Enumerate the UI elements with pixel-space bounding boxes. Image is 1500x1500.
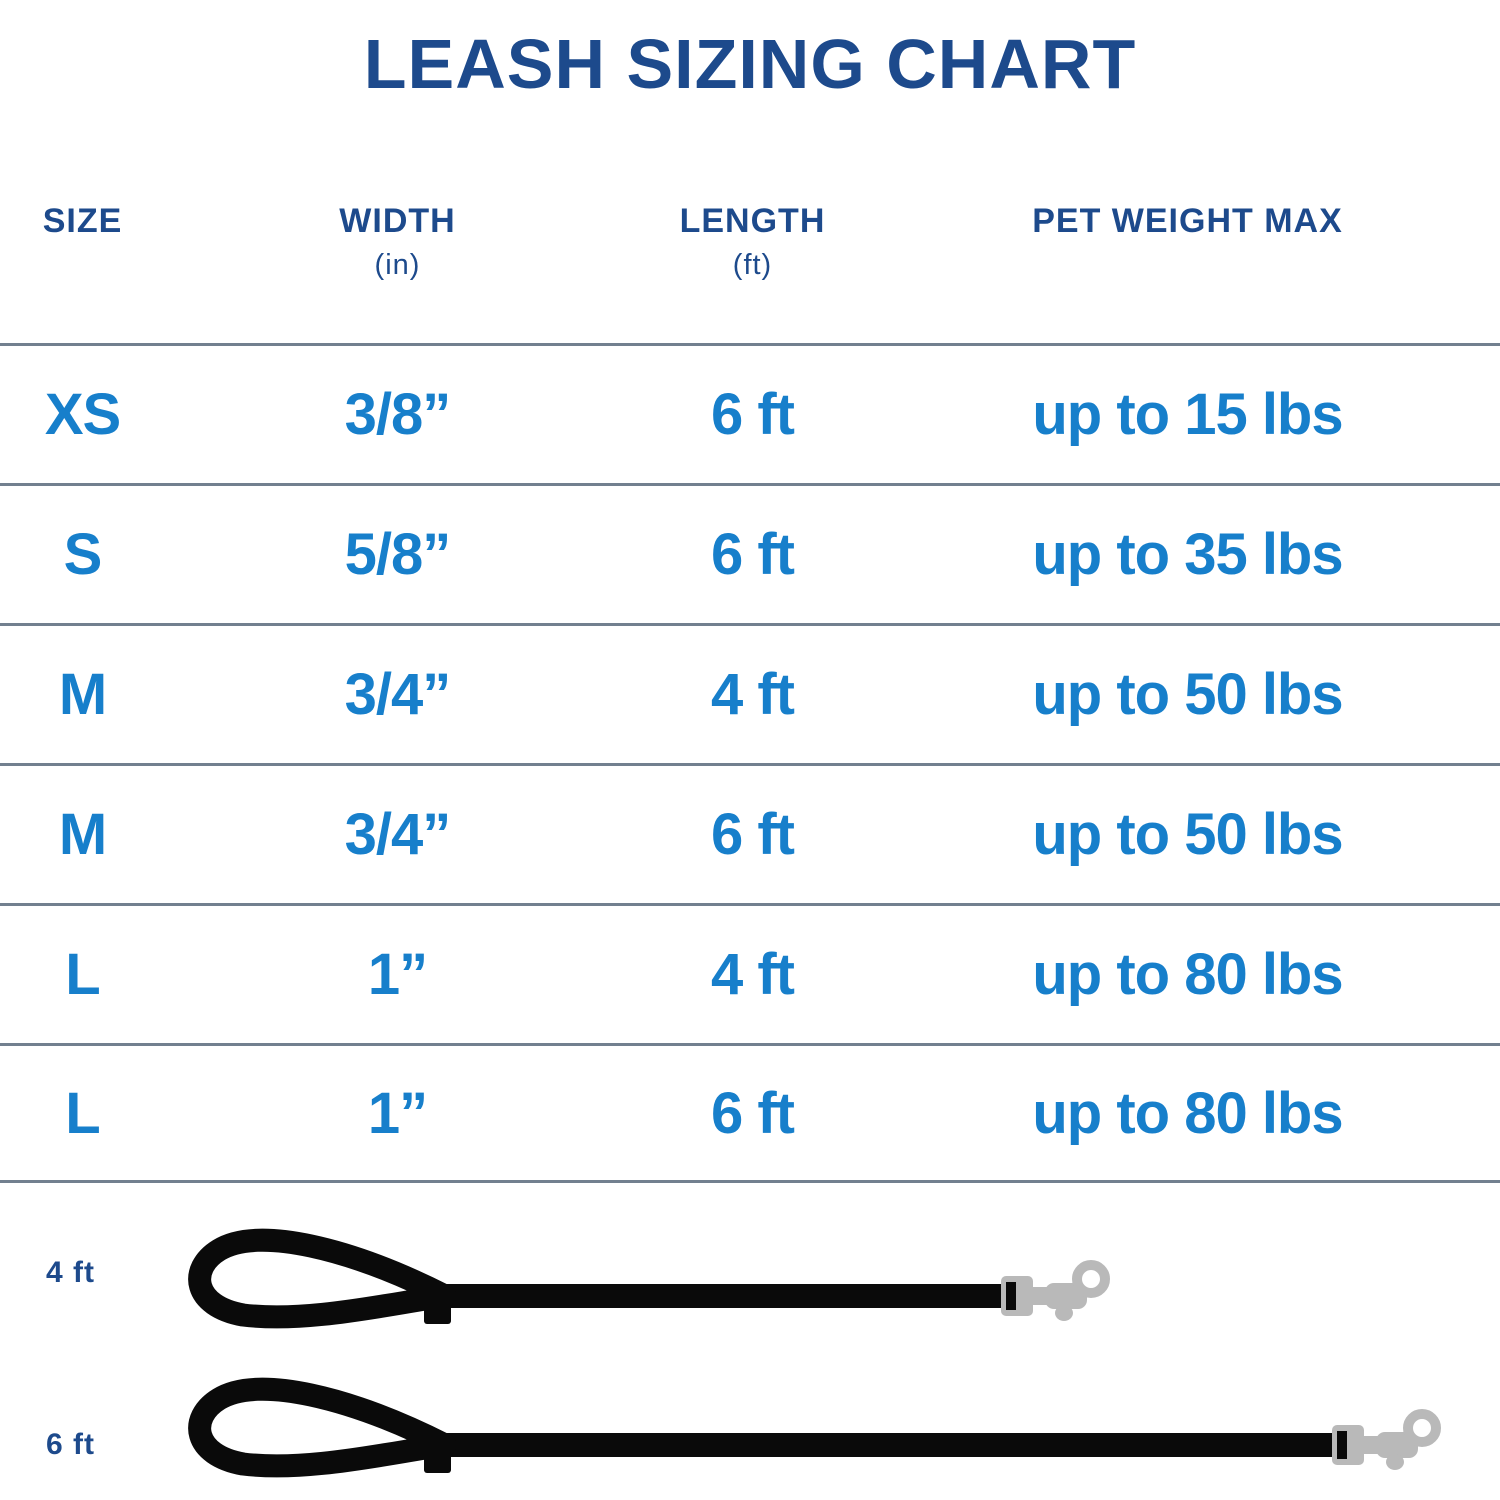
cell-size: L (65, 942, 100, 1007)
cell-weight: up to 80 lbs (1032, 1080, 1343, 1146)
header-width-unit: (in) (374, 249, 421, 281)
table-row: M 3/4” 4 ft up to 50 lbs (0, 623, 1500, 763)
header-weight-unit (875, 249, 1500, 283)
header-size-unit (0, 249, 165, 283)
header-weight-label: PET WEIGHT MAX (1032, 202, 1343, 240)
cell-weight: up to 80 lbs (1032, 942, 1343, 1007)
leash-4ft-snap-hook-icon (1001, 1265, 1105, 1321)
cell-length: 4 ft (711, 662, 795, 727)
table-row: L 1” 4 ft up to 80 lbs (0, 903, 1500, 1043)
cell-weight: up to 35 lbs (1032, 522, 1343, 587)
cell-length: 6 ft (711, 522, 795, 587)
cell-weight: up to 15 lbs (1032, 382, 1343, 447)
cell-length: 6 ft (711, 802, 795, 867)
cell-weight: up to 50 lbs (1032, 662, 1343, 727)
cell-length: 4 ft (711, 942, 795, 1007)
leash-6ft-illustration (200, 1389, 1436, 1473)
header-size: SIZE (0, 202, 165, 283)
cell-length: 6 ft (711, 1080, 795, 1146)
cell-width: 3/8” (344, 382, 452, 447)
leash-6ft-strap (432, 1433, 1334, 1457)
leash-6ft-handle-loop (200, 1389, 451, 1473)
table-body: XS 3/8” 6 ft up to 15 lbs S 5/8” 6 ft up… (0, 343, 1500, 1183)
leash-length-label-6ft: 6 ft (46, 1428, 95, 1461)
cell-length: 6 ft (711, 382, 795, 447)
cell-size: XS (44, 382, 121, 447)
cell-weight: up to 50 lbs (1032, 802, 1343, 867)
header-size-label: SIZE (42, 202, 123, 240)
cell-size: M (58, 802, 107, 867)
table-row: L 1” 6 ft up to 80 lbs (0, 1043, 1500, 1183)
leash-length-label-4ft: 4 ft (46, 1256, 95, 1289)
table-row: S 5/8” 6 ft up to 35 lbs (0, 483, 1500, 623)
header-width-label: WIDTH (339, 202, 456, 240)
header-length-label: LENGTH (679, 202, 826, 240)
cell-size: M (58, 662, 107, 727)
table-row: M 3/4” 6 ft up to 50 lbs (0, 763, 1500, 903)
table-row: XS 3/8” 6 ft up to 15 lbs (0, 343, 1500, 483)
leash-4ft-strap (432, 1284, 1003, 1308)
leash-illustrations (0, 1200, 1500, 1500)
cell-width: 1” (367, 942, 428, 1007)
header-length: LENGTH (ft) (630, 202, 875, 283)
cell-width: 5/8” (344, 522, 452, 587)
cell-width: 3/4” (344, 802, 452, 867)
leash-6ft-snap-hook-icon (1332, 1414, 1436, 1470)
header-length-unit: (ft) (732, 249, 773, 281)
header-weight: PET WEIGHT MAX (875, 202, 1500, 283)
cell-size: S (63, 522, 103, 587)
cell-size: L (65, 1080, 100, 1146)
table-header-row: SIZE WIDTH (in) LENGTH (ft) PET WEIGHT M… (0, 202, 1500, 283)
cell-width: 1” (367, 1080, 428, 1146)
leash-4ft-illustration (200, 1240, 1105, 1324)
header-width: WIDTH (in) (165, 202, 630, 283)
page-title: LEASH SIZING CHART (363, 25, 1137, 103)
leash-4ft-handle-loop (200, 1240, 451, 1324)
cell-width: 3/4” (344, 662, 452, 727)
